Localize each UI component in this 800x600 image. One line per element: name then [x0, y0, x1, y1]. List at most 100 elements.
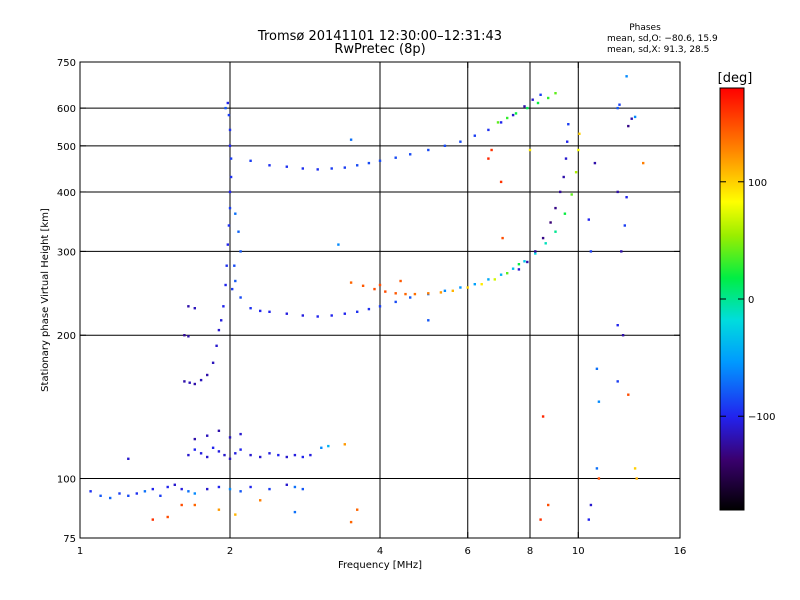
data-point	[517, 263, 521, 266]
y-tick-label: 600	[57, 104, 76, 115]
data-point	[589, 250, 593, 253]
data-point	[589, 503, 593, 507]
data-point	[616, 324, 619, 327]
y-tick-label: 300	[57, 247, 76, 258]
data-point	[316, 315, 319, 318]
data-point	[223, 453, 226, 457]
data-point	[616, 190, 619, 194]
data-point	[343, 443, 346, 446]
colorbar-ticks: 100 0 −100	[720, 178, 775, 423]
data-point	[570, 193, 573, 196]
x-tick-label: 10	[572, 546, 585, 557]
data-point	[237, 230, 240, 233]
data-point	[187, 335, 190, 338]
data-point	[633, 115, 637, 119]
x-tick-label: 2	[227, 546, 233, 557]
data-point	[222, 305, 225, 308]
data-point	[228, 487, 232, 491]
data-point	[268, 487, 271, 491]
data-point	[451, 289, 454, 292]
data-point	[549, 221, 552, 224]
data-point	[511, 267, 515, 270]
data-point	[228, 206, 232, 210]
data-point	[635, 477, 638, 480]
data-point	[249, 159, 252, 162]
data-point	[187, 490, 190, 493]
data-point	[384, 290, 387, 293]
data-point	[394, 300, 397, 304]
data-point	[99, 494, 102, 497]
data-point	[534, 250, 537, 253]
y-tick-label: 500	[57, 142, 76, 153]
data-point	[587, 518, 590, 521]
data-point	[487, 157, 490, 160]
data-point	[293, 510, 297, 514]
data-point	[587, 218, 590, 221]
data-point	[531, 98, 534, 101]
data-point	[409, 153, 412, 156]
data-point	[595, 467, 599, 470]
data-point	[239, 432, 242, 436]
data-point	[577, 148, 580, 152]
data-point	[180, 487, 183, 491]
data-point	[227, 113, 231, 117]
data-point	[293, 485, 297, 489]
data-point	[135, 492, 138, 495]
data-point	[228, 144, 232, 147]
phases-heading: Phases	[629, 23, 661, 33]
data-point	[633, 467, 637, 470]
data-point	[399, 279, 402, 283]
data-point	[193, 437, 196, 441]
data-point	[320, 446, 323, 449]
data-point	[180, 503, 183, 507]
data-point	[234, 212, 237, 215]
data-point	[229, 157, 233, 160]
data-point	[443, 144, 447, 147]
data-point	[559, 190, 562, 194]
x-tick-label: 16	[674, 546, 687, 557]
data-point	[259, 309, 262, 313]
data-point	[211, 361, 215, 364]
data-point	[173, 483, 176, 486]
data-point	[627, 393, 630, 396]
data-point	[249, 307, 252, 310]
data-point	[574, 171, 578, 174]
data-point	[151, 518, 154, 521]
data-point	[616, 380, 619, 383]
data-point	[231, 287, 234, 291]
data-point	[566, 140, 569, 143]
data-point	[193, 307, 196, 310]
data-point	[378, 283, 382, 287]
data-point	[499, 180, 503, 184]
data-point	[459, 140, 462, 143]
data-point	[439, 291, 443, 294]
data-point	[356, 310, 359, 313]
data-point	[259, 499, 262, 502]
data-point	[349, 281, 353, 284]
data-point	[285, 165, 288, 168]
colorbar-label: [deg]	[718, 71, 753, 86]
data-point	[349, 138, 353, 141]
data-point	[193, 503, 196, 507]
data-point	[523, 105, 526, 108]
data-point	[547, 503, 550, 507]
data-point	[496, 121, 500, 124]
data-point	[285, 455, 288, 459]
data-point	[109, 496, 112, 500]
data-point	[459, 286, 462, 289]
data-point	[217, 328, 221, 332]
y-axis-label: Stationary phase Virtual Height [km]	[40, 208, 51, 392]
data-point	[517, 268, 521, 271]
data-point	[427, 292, 430, 295]
data-point	[514, 112, 518, 115]
data-point	[367, 161, 371, 165]
data-point	[159, 494, 162, 497]
data-point	[206, 373, 209, 377]
data-point	[544, 242, 547, 245]
data-point	[487, 128, 490, 132]
data-point	[193, 382, 196, 386]
data-point	[239, 250, 242, 253]
data-point	[554, 206, 557, 210]
data-point	[249, 453, 252, 457]
data-point	[224, 283, 227, 287]
